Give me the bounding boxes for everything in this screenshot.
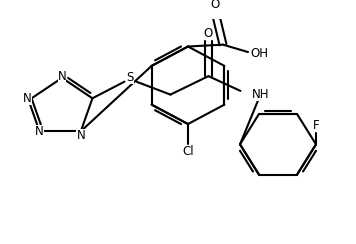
Text: F: F — [313, 119, 319, 132]
Text: N: N — [35, 125, 43, 138]
Text: N: N — [58, 70, 66, 82]
Text: Cl: Cl — [182, 145, 194, 158]
Text: S: S — [127, 71, 134, 84]
Text: O: O — [204, 27, 213, 40]
Text: NH: NH — [251, 88, 269, 101]
Text: N: N — [77, 129, 85, 142]
Text: N: N — [23, 92, 32, 105]
Text: O: O — [210, 0, 220, 10]
Text: OH: OH — [250, 47, 268, 60]
